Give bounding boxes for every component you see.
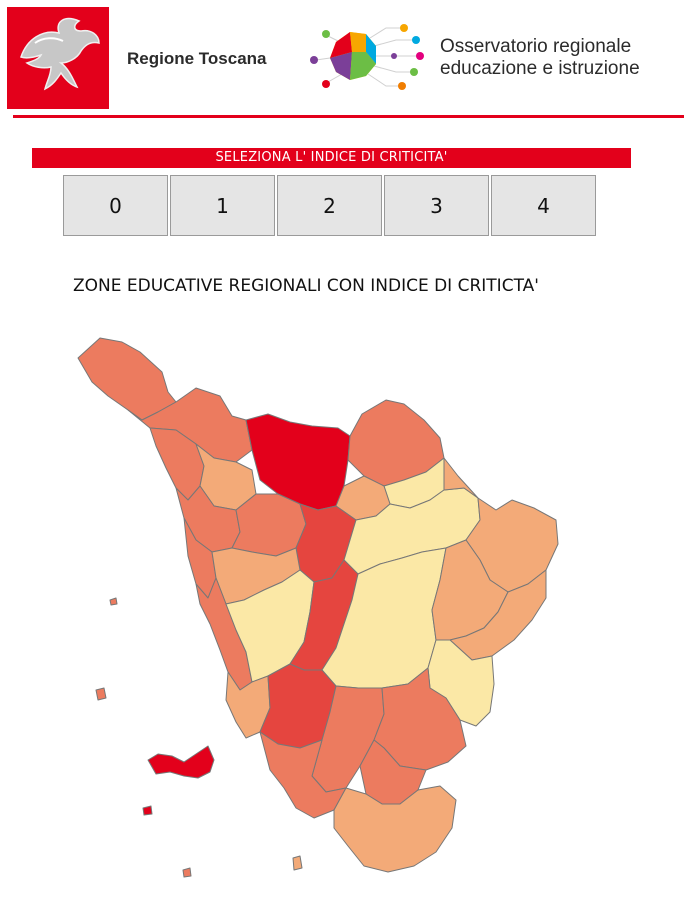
observatory-logo [310,24,424,90]
island-gorgona [109,597,118,606]
island-pianosa [142,805,153,816]
criticality-button-3[interactable]: 3 [384,175,489,236]
regione-toscana-logo [7,7,109,109]
zone-colline-albegna[interactable] [333,785,457,873]
observatory-title: Osservatorio regionale educazione e istr… [440,36,640,80]
observatory-title-line1: Osservatorio regionale [440,36,632,57]
island-montecristo [182,867,192,878]
header: Regione Toscana Osservatorio regionale e… [0,0,684,118]
header-divider [13,115,684,118]
map-title: ZONE EDUCATIVE REGIONALI CON INDICE DI C… [73,276,539,296]
criticality-selector-label: SELEZIONA L' INDICE DI CRITICITA' [32,148,631,168]
criticality-button-0[interactable]: 0 [63,175,168,236]
island-capraia [95,687,107,701]
pegasus-icon [20,17,100,91]
island-giglio [292,855,303,871]
observatory-title-line2: educazione e istruzione [440,58,640,79]
zone-lunigiana[interactable] [77,337,177,421]
region-name: Regione Toscana [127,49,267,68]
tuscany-zones-map [77,337,559,878]
criticality-button-2[interactable]: 2 [277,175,382,236]
criticality-button-1[interactable]: 1 [170,175,275,236]
criticality-button-4[interactable]: 4 [491,175,596,236]
zone-amiata-west[interactable] [311,685,385,793]
zone-elba[interactable] [147,745,215,779]
